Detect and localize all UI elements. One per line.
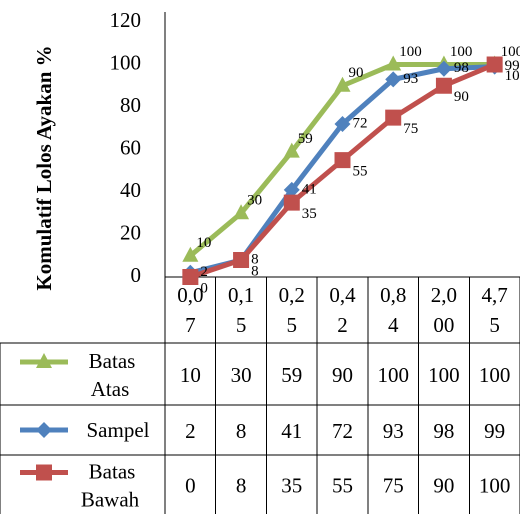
data-labels: 10 30 59 90 100 100 100 2 8 41 72 93 98 99 0 8 35 55 75 90 1… <box>196 44 520 297</box>
x-category-label: 0,2 5 <box>279 283 305 337</box>
data-point <box>334 76 351 92</box>
table-cell-value: 75 <box>383 474 404 498</box>
y-tick-label: 120 <box>110 8 142 32</box>
table-cell-value: 90 <box>433 474 454 498</box>
data-point <box>385 109 402 126</box>
table-cell-value: 8 <box>236 474 247 498</box>
data-point <box>233 252 250 268</box>
table-cell-value: 2 <box>185 419 196 443</box>
y-tick-label: 0 <box>131 263 142 287</box>
data-point <box>435 77 452 94</box>
y-axis: 0 20 40 60 80 100 120 <box>110 8 142 287</box>
table-cell-value: 72 <box>332 419 353 443</box>
x-category-label: 0,0 7 <box>177 283 203 337</box>
data-label: 0 <box>200 280 208 296</box>
table-cell-value: 90 <box>332 363 353 387</box>
data-point <box>233 204 250 220</box>
legend-key-marker <box>36 353 52 368</box>
data-label: 59 <box>298 131 313 147</box>
data-label: 72 <box>353 115 368 131</box>
table-cell-value: 55 <box>332 474 353 498</box>
y-tick-label: 20 <box>120 220 141 244</box>
table-cell-value: 10 <box>180 363 201 387</box>
data-label: 8 <box>251 251 258 267</box>
data-point <box>334 116 351 132</box>
table-cell-value: 100 <box>428 363 460 387</box>
series-line <box>189 62 496 280</box>
table-cell-value: 99 <box>484 419 505 443</box>
table-cell-value: 35 <box>281 474 302 498</box>
series-line <box>189 64 495 276</box>
table-cell-value: 8 <box>236 419 247 443</box>
data-label: 100 <box>505 68 520 84</box>
data-point <box>486 56 503 73</box>
legend-entry: Batas Bawah <box>81 460 140 512</box>
data-label: 93 <box>403 71 418 87</box>
y-tick-label: 60 <box>120 135 141 159</box>
table-cell-value: 100 <box>377 363 409 387</box>
data-point <box>182 246 199 262</box>
table-cell-value: 41 <box>281 419 302 443</box>
data-label: 2 <box>200 264 208 280</box>
data-table: Batas Atas 10 30 59 90 100 100 100 Sampel 2 8 41 72 93… <box>20 349 510 512</box>
table-cell-value: 100 <box>479 363 511 387</box>
legend-entry: Batas Atas <box>89 349 136 401</box>
x-category-label: 2,0 00 <box>431 283 457 337</box>
data-point <box>283 181 300 198</box>
data-point <box>283 142 300 158</box>
table-cell-value: 59 <box>281 363 302 387</box>
data-label: 98 <box>454 60 469 76</box>
data-point <box>182 269 199 285</box>
table-row: Batas Atas 10 30 59 90 100 100 100 <box>20 349 510 401</box>
data-label: 100 <box>450 44 473 60</box>
y-tick-label: 100 <box>110 50 142 74</box>
legend-entry: Sampel <box>87 418 150 442</box>
data-label: 35 <box>302 206 317 222</box>
table-cell-value: 98 <box>433 419 454 443</box>
legend-key-marker <box>36 422 52 438</box>
table-cell-value: 30 <box>231 363 252 387</box>
series-layer <box>182 55 503 285</box>
data-label: 30 <box>247 193 262 209</box>
data-label: 100 <box>501 44 520 60</box>
x-axis-categories: 0,0 7 0,1 5 0,2 5 0,4 2 0,8 4 2,0 00 4,7 5 <box>177 283 508 337</box>
table-cell-value: 93 <box>383 419 404 443</box>
y-axis-label: Komulatif Lolos Ayakan % <box>32 45 56 290</box>
chart-frame <box>0 12 520 514</box>
data-label: 75 <box>403 121 418 137</box>
x-category-label: 0,1 5 <box>228 283 254 337</box>
data-label: 10 <box>196 235 211 251</box>
table-cell-value: 100 <box>479 474 511 498</box>
x-category-label: 0,4 2 <box>329 283 356 337</box>
data-label: 100 <box>399 44 422 60</box>
data-label: 99 <box>505 58 520 74</box>
data-point <box>385 55 402 71</box>
data-point <box>283 194 300 211</box>
y-tick-label: 40 <box>120 178 141 202</box>
table-row: Batas Bawah 0 8 35 55 75 90 100 <box>20 460 510 512</box>
x-category-label: 0,8 4 <box>380 283 406 337</box>
table-cell-value: 0 <box>185 474 196 498</box>
legend-key-marker <box>36 464 52 481</box>
data-label: 8 <box>251 263 258 279</box>
data-point <box>385 71 402 88</box>
data-point <box>435 60 452 77</box>
x-category-label: 4,7 5 <box>482 283 508 337</box>
table-row: Sampel 2 8 41 72 93 98 99 <box>20 418 505 443</box>
data-label: 90 <box>349 65 364 81</box>
data-label: 90 <box>454 89 469 105</box>
y-tick-label: 80 <box>120 93 141 117</box>
data-point <box>334 152 351 169</box>
data-label: 55 <box>353 164 368 180</box>
data-label: 41 <box>302 181 317 197</box>
